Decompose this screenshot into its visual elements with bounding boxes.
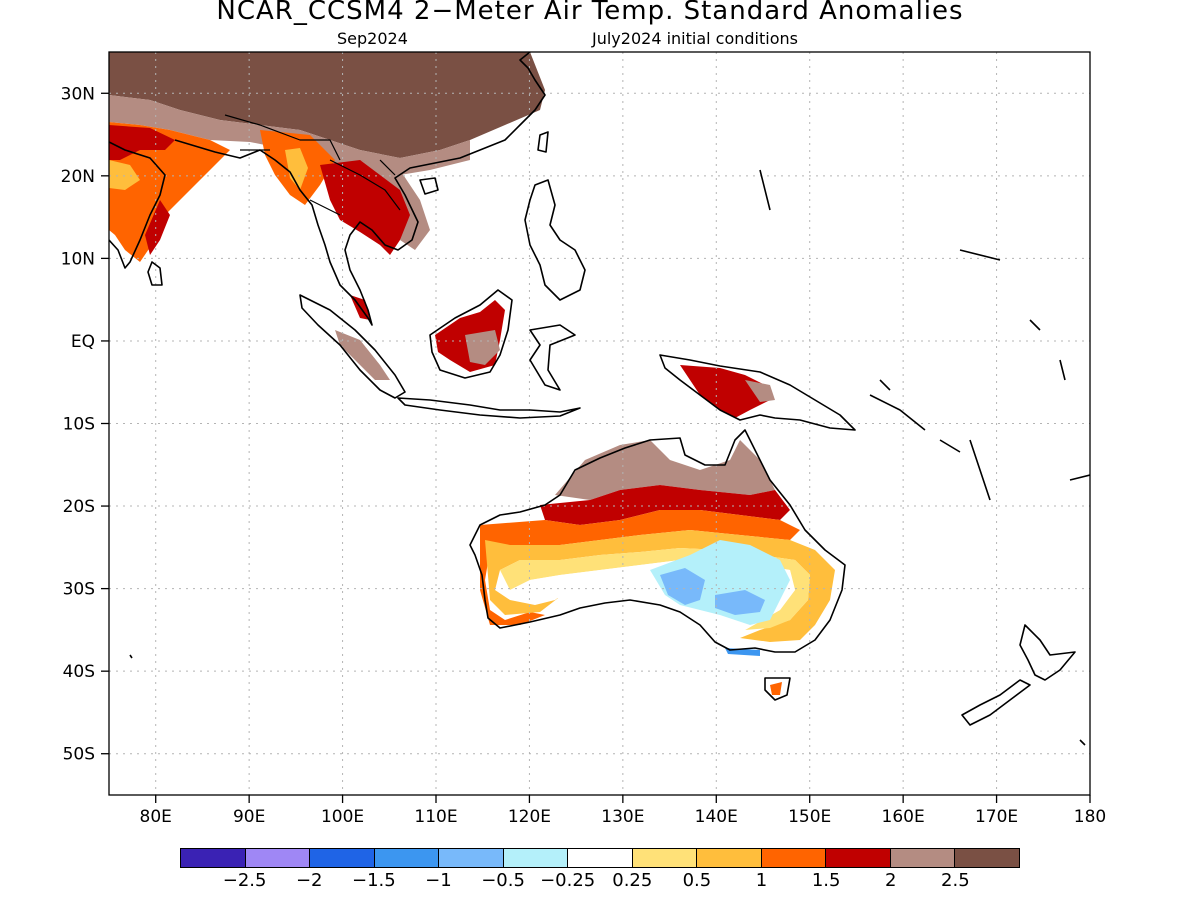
lon-label: 140E (695, 807, 738, 827)
lat-label: 10S (63, 415, 95, 435)
graticule (109, 52, 1090, 795)
colorbar (180, 848, 1020, 868)
coast-asia (109, 52, 546, 326)
colorbar-swatch (697, 849, 762, 867)
colorbar-label: −1.5 (351, 870, 396, 891)
lon-label: 130E (601, 807, 644, 827)
coast-pacific-islands (129, 169, 1090, 746)
colorbar-swatch (761, 849, 827, 867)
lon-label: 110E (414, 807, 457, 827)
colorbar-label: −0.5 (481, 870, 525, 891)
colorbar-swatch (826, 849, 891, 867)
colorbar-label: 1.5 (811, 870, 841, 891)
colorbar-swatch (245, 849, 311, 867)
colorbar-swatch (568, 849, 633, 867)
anomaly-indochina (320, 160, 415, 255)
lat-label: 20N (61, 167, 95, 187)
coast-taiwan (537, 131, 549, 153)
coast-sumatra (299, 294, 406, 399)
coast-hainan (419, 177, 439, 195)
init-conditions-label: July2024 initial conditions (592, 29, 798, 48)
colorbar-swatch (310, 849, 375, 867)
colorbar-label: 2 (885, 870, 897, 891)
colorbar-swatch (374, 849, 440, 867)
coast-java (397, 397, 581, 419)
colorbar-swatch (503, 849, 569, 867)
colorbar-label: −2.5 (222, 870, 267, 891)
coastlines (109, 52, 1090, 746)
coast-australia (469, 429, 846, 653)
map-title: NCAR_CCSM4 2−Meter Air Temp. Standard An… (216, 0, 964, 26)
coast-philippines (524, 179, 586, 301)
colorbar-label: 0.25 (612, 870, 653, 891)
anomaly-fields (109, 52, 835, 695)
colorbar-label: −0.25 (540, 870, 596, 891)
anomaly-india (109, 122, 230, 262)
lat-label: 30S (63, 580, 95, 600)
colorbar-swatch (181, 849, 246, 867)
anomaly-india-yellow (109, 160, 140, 190)
anomaly-myanmar-yellow (285, 148, 308, 190)
lon-label: 170E (975, 807, 1018, 827)
anomaly-aus-north-brown (555, 440, 775, 500)
anomaly-new-guinea-brown (745, 380, 775, 402)
anomaly-aus-orange (480, 510, 800, 625)
coast-borneo (429, 289, 513, 379)
lon-label: 150E (788, 807, 831, 827)
coast-new-zealand (961, 624, 1076, 726)
colorbar-label: 0.5 (682, 870, 712, 891)
coast-tasmania (764, 677, 791, 701)
coast-sulawesi (529, 324, 576, 391)
national-borders (224, 114, 401, 216)
lon-label: 120E (508, 807, 551, 827)
longitude-labels: 80E 90E 100E 110E 120E 130E 140E 150E 160E 170E 18… (140, 807, 1107, 827)
lat-label: 30N (61, 84, 95, 104)
anomaly-aus-blue-2 (715, 590, 765, 615)
axis-ticks (101, 92, 1091, 803)
anomaly-aus-gold (485, 530, 835, 642)
colorbar-label: −1 (425, 870, 452, 891)
colorbar-label: 2.5 (941, 870, 970, 891)
lat-label: EQ (71, 332, 95, 352)
target-month-label: Sep2024 (337, 29, 408, 48)
lon-label: 180 (1074, 807, 1106, 827)
lat-label: 20S (63, 497, 95, 517)
lon-label: 160E (882, 807, 925, 827)
anomaly-china-2.5 (109, 52, 545, 158)
anomaly-india-red (109, 125, 175, 255)
colorbar-label: −2 (295, 870, 323, 891)
latitude-labels: 30N 20N 10N EQ 10S 20S 30S 40S 50S (61, 84, 95, 764)
anomaly-new-guinea (680, 365, 770, 418)
anomaly-tasmania (770, 682, 782, 695)
lat-label: 40S (63, 662, 95, 682)
lat-label: 10N (61, 249, 95, 269)
anomaly-aus-lightyellow (500, 548, 810, 630)
colorbar-label: 1 (755, 870, 768, 891)
anomaly-aus-red (540, 485, 790, 525)
anomaly-aus-blue-1 (660, 568, 705, 605)
colorbar-swatch (955, 849, 1019, 867)
coast-new-guinea (659, 354, 856, 431)
lon-label: 100E (321, 807, 364, 827)
colorbar-swatch (890, 849, 956, 867)
coast-solomons (869, 379, 961, 453)
anomaly-borneo-brown (465, 330, 500, 365)
lat-label: 50S (63, 745, 95, 765)
lon-label: 80E (140, 807, 172, 827)
lon-label: 90E (233, 807, 265, 827)
anomaly-indochina-brown (360, 160, 430, 250)
anomaly-sumatra (335, 330, 390, 380)
coast-sri-lanka (147, 261, 163, 286)
colorbar-swatch (439, 849, 504, 867)
colorbar-swatch (632, 849, 698, 867)
